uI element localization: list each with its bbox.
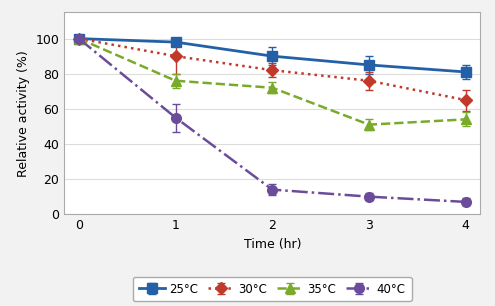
Legend: 25°C, 30°C, 35°C, 40°C: 25°C, 30°C, 35°C, 40°C: [133, 277, 411, 301]
X-axis label: Time (hr): Time (hr): [244, 238, 301, 251]
Y-axis label: Relative activity (%): Relative activity (%): [17, 50, 30, 177]
